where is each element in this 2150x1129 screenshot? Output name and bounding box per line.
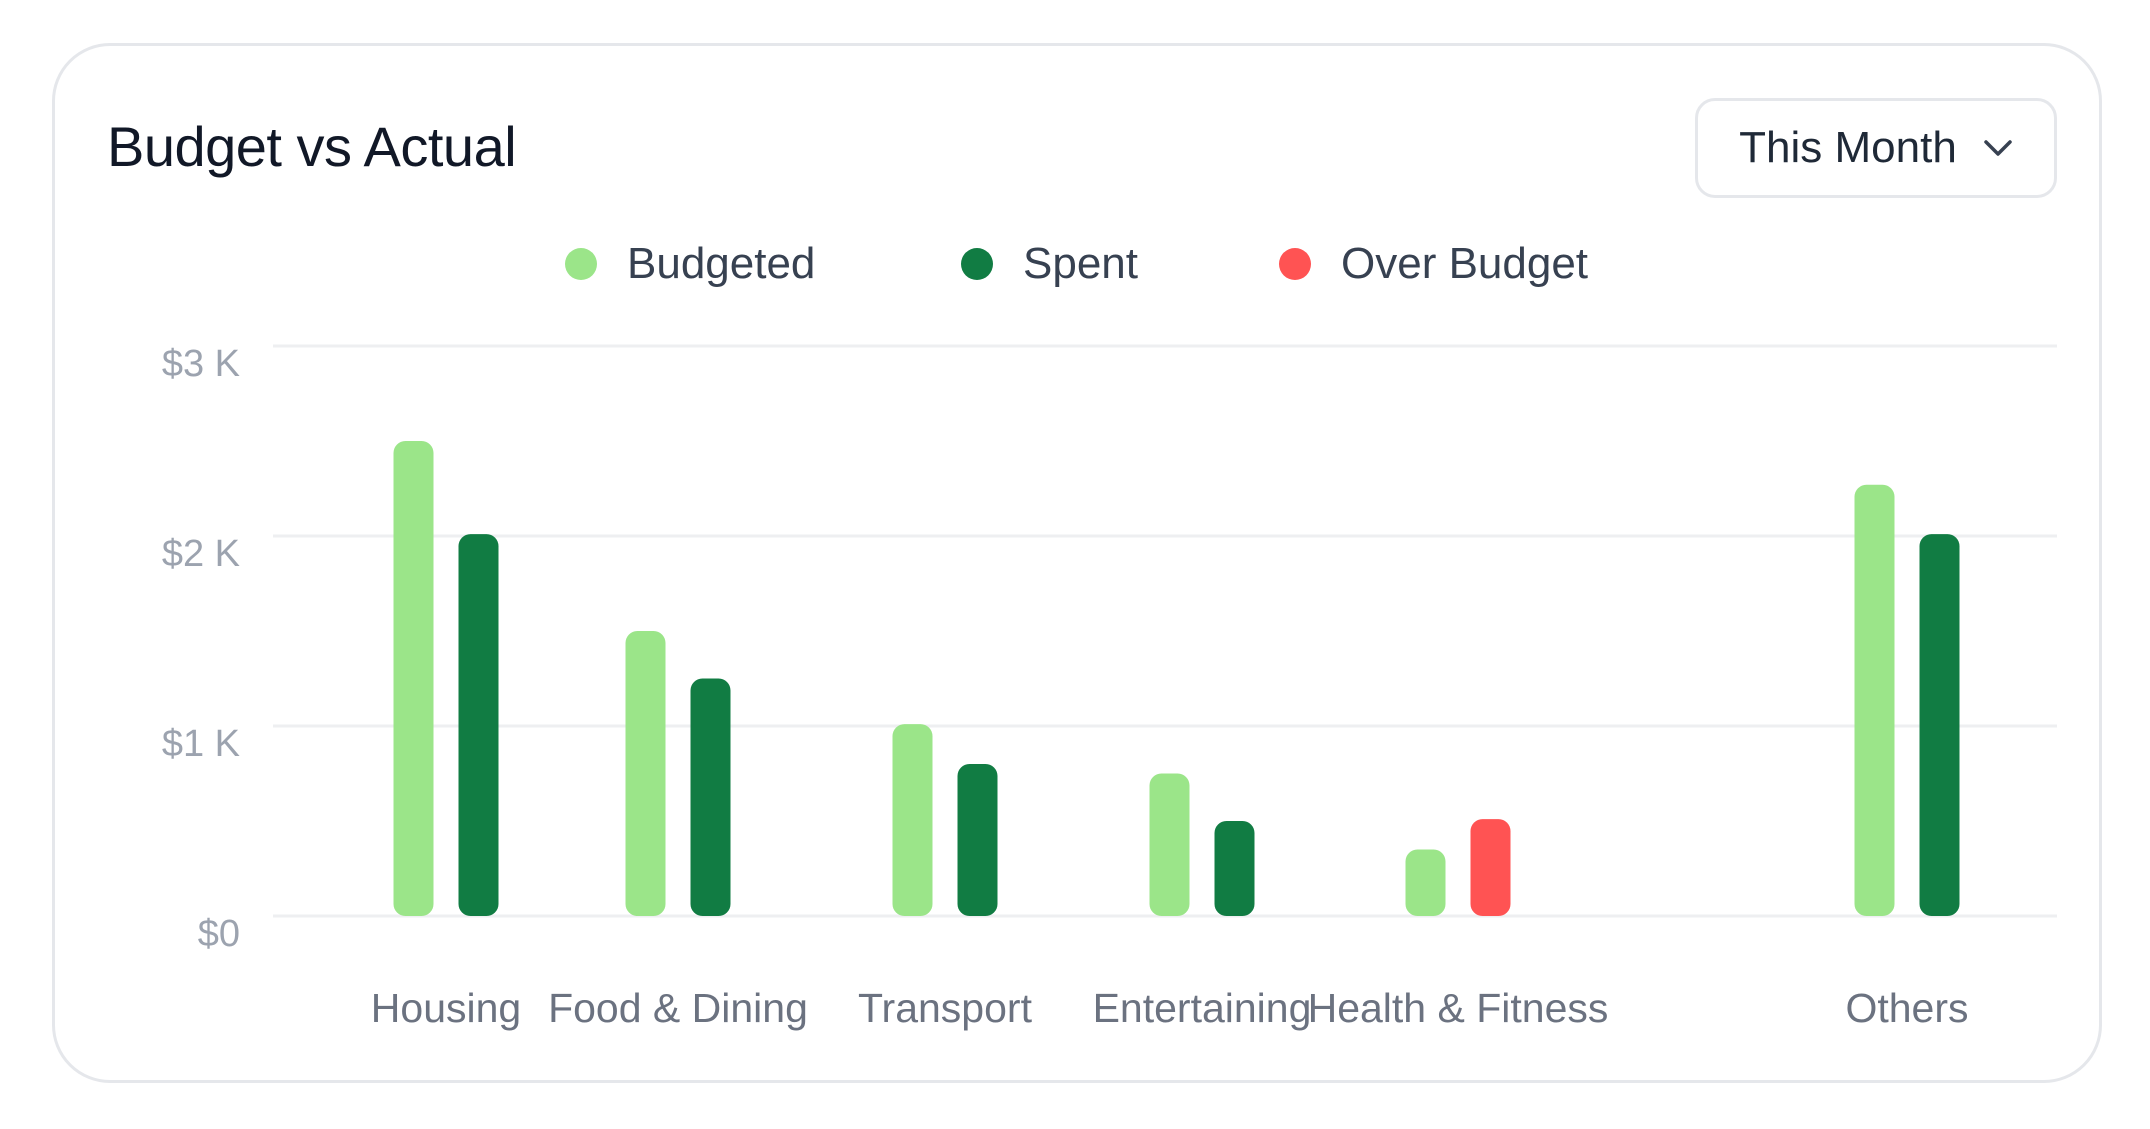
legend-dot-spent (961, 248, 993, 280)
x-tick-label: Housing (371, 985, 521, 1031)
bar-spent[interactable] (1214, 821, 1255, 916)
y-tick-label: $1 K (162, 723, 240, 765)
x-tick-label: Others (1845, 985, 1968, 1031)
budget-vs-actual-card: Budget vs Actual This Month Budgeted Spe… (52, 43, 2102, 1083)
legend-label-budgeted: Budgeted (627, 239, 816, 288)
bar-budgeted[interactable] (1854, 484, 1895, 916)
bar-spent[interactable] (458, 534, 499, 916)
chevron-down-icon (1984, 140, 2012, 156)
x-tick-label: Food & Dining (548, 985, 808, 1031)
legend-dot-over-budget (1279, 248, 1311, 280)
bar-budgeted[interactable] (892, 724, 933, 916)
period-dropdown-label: This Month (1739, 123, 1957, 172)
bar-spent[interactable] (1919, 534, 1960, 916)
y-tick-label: $3 K (162, 343, 240, 385)
y-tick-label: $2 K (162, 533, 240, 575)
legend-item-over-budget[interactable]: Over Budget (1279, 234, 1588, 294)
legend-dot-budgeted (565, 248, 597, 280)
x-tick-label: Entertaining (1093, 985, 1312, 1031)
legend-label-over-budget: Over Budget (1341, 239, 1589, 288)
x-tick-label: Health & Fitness (1308, 985, 1609, 1031)
y-tick-label: $0 (198, 913, 240, 955)
x-tick-label: Transport (858, 985, 1033, 1031)
bar-budgeted[interactable] (625, 631, 666, 916)
bar-budgeted[interactable] (393, 441, 434, 916)
legend-item-budgeted[interactable]: Budgeted (565, 234, 815, 294)
bar-spent-over-budget[interactable] (1470, 819, 1511, 916)
legend-item-spent[interactable]: Spent (961, 234, 1138, 294)
card-title: Budget vs Actual (107, 115, 517, 178)
bar-spent[interactable] (957, 764, 998, 916)
bar-budgeted[interactable] (1149, 773, 1190, 917)
legend-label-spent: Spent (1023, 239, 1138, 288)
bar-chart: $0 $1 K $2 K $3 K Housing Food & Dining Transp… (162, 343, 2057, 1031)
period-dropdown[interactable]: This Month (1695, 98, 2057, 198)
bar-spent[interactable] (690, 678, 731, 917)
chart-legend: Budgeted Spent Over Budget (55, 234, 2099, 294)
bar-budgeted[interactable] (1405, 849, 1446, 917)
